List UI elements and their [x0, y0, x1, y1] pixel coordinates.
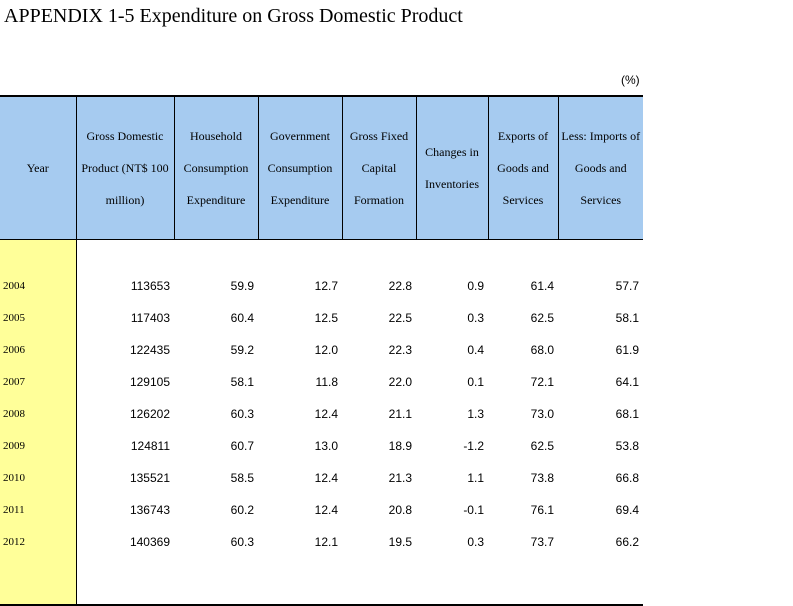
gdp-cell: 135521 — [129, 471, 170, 485]
government-cell: 12.7 — [314, 279, 338, 293]
inventories-cell: 0.9 — [467, 279, 484, 293]
imports-cell: 66.2 — [615, 535, 639, 549]
table-row: 2008 126202 60.3 12.4 21.1 1.3 73.0 68.1 — [0, 398, 643, 430]
fixed-capital-cell: 22.8 — [388, 279, 412, 293]
year-cell: 2011 — [0, 494, 77, 526]
household-cell: 60.3 — [230, 535, 254, 549]
government-cell: 12.0 — [314, 343, 338, 357]
household-cell: 59.9 — [230, 279, 254, 293]
table-end-row — [0, 558, 643, 606]
table-row: 2010 135521 58.5 12.4 21.3 1.1 73.8 66.8 — [0, 462, 643, 494]
exports-cell: 73.7 — [530, 535, 554, 549]
fixed-capital-cell: 18.9 — [388, 439, 412, 453]
exports-cell: 76.1 — [530, 503, 554, 517]
inventories-cell: 0.3 — [467, 311, 484, 325]
fixed-capital-cell: 21.1 — [388, 407, 412, 421]
government-cell: 11.8 — [315, 375, 338, 389]
imports-cell: 64.1 — [615, 375, 639, 389]
government-cell: 12.4 — [314, 471, 338, 485]
exports-cell: 61.4 — [530, 279, 554, 293]
year-cell: 2012 — [0, 526, 77, 558]
government-cell: 12.1 — [314, 535, 338, 549]
page-title: APPENDIX 1-5 Expenditure on Gross Domest… — [4, 5, 463, 27]
table-row: 2006 122435 59.2 12.0 22.3 0.4 68.0 61.9 — [0, 334, 643, 366]
imports-cell: 53.8 — [615, 439, 639, 453]
year-cell: 2005 — [0, 302, 77, 334]
inventories-cell: 0.3 — [467, 535, 484, 549]
header-exports: Exports of Goods and Services — [488, 95, 559, 240]
header-government: Government Consumption Expenditure — [258, 95, 343, 240]
table-row: 2011 136743 60.2 12.4 20.8 -0.1 76.1 69.4 — [0, 494, 643, 526]
spacer-row — [0, 239, 643, 270]
household-cell: 60.4 — [230, 311, 254, 325]
exports-cell: 73.8 — [530, 471, 554, 485]
inventories-cell: 1.1 — [467, 471, 484, 485]
inventories-cell: -1.2 — [463, 439, 484, 453]
gdp-cell: 126202 — [129, 407, 170, 421]
header-year: Year — [0, 95, 77, 240]
household-cell: 60.7 — [230, 439, 254, 453]
table-row: 2012 140369 60.3 12.1 19.5 0.3 73.7 66.2 — [0, 526, 643, 558]
header-imports: Less: Imports of Goods and Services — [558, 95, 643, 240]
gdp-cell: 124811 — [130, 439, 170, 453]
household-cell: 58.1 — [230, 375, 254, 389]
gdp-cell: 113653 — [130, 279, 170, 293]
header-inventories: Changes in Inventories — [416, 95, 489, 240]
imports-cell: 68.1 — [615, 407, 639, 421]
exports-cell: 62.5 — [530, 439, 554, 453]
gdp-cell: 117403 — [130, 311, 170, 325]
government-cell: 12.4 — [314, 407, 338, 421]
year-cell: 2006 — [0, 334, 77, 366]
expenditure-table: Year Gross Domestic Product (NT$ 100 mil… — [0, 95, 643, 606]
government-cell: 13.0 — [314, 439, 338, 453]
fixed-capital-cell: 21.3 — [388, 471, 412, 485]
imports-cell: 61.9 — [615, 343, 639, 357]
exports-cell: 72.1 — [530, 375, 554, 389]
gdp-cell: 136743 — [129, 503, 170, 517]
header-gdp: Gross Domestic Product (NT$ 100 million) — [76, 95, 175, 240]
imports-cell: 57.7 — [615, 279, 639, 293]
exports-cell: 62.5 — [530, 311, 554, 325]
imports-cell: 58.1 — [615, 311, 639, 325]
table-row: 2007 129105 58.1 11.8 22.0 0.1 72.1 64.1 — [0, 366, 643, 398]
household-cell: 59.2 — [230, 343, 254, 357]
table-row: 2004 113653 59.9 12.7 22.8 0.9 61.4 57.7 — [0, 270, 643, 302]
fixed-capital-cell: 22.0 — [388, 375, 412, 389]
header-household: Household Consumption Expenditure — [174, 95, 259, 240]
exports-cell: 73.0 — [530, 407, 554, 421]
government-cell: 12.4 — [314, 503, 338, 517]
government-cell: 12.5 — [314, 311, 338, 325]
year-cell: 2008 — [0, 398, 77, 430]
table-row: 2005 117403 60.4 12.5 22.5 0.3 62.5 58.1 — [0, 302, 643, 334]
unit-label: (%) — [621, 73, 640, 87]
header-fixed-capital: Gross Fixed Capital Formation — [342, 95, 417, 240]
gdp-cell: 122435 — [129, 343, 170, 357]
gdp-cell: 129105 — [129, 375, 170, 389]
header-row: Year Gross Domestic Product (NT$ 100 mil… — [0, 95, 643, 240]
household-cell: 60.3 — [230, 407, 254, 421]
year-cell: 2010 — [0, 462, 77, 494]
imports-cell: 69.4 — [615, 503, 639, 517]
year-cell: 2007 — [0, 366, 77, 398]
fixed-capital-cell: 20.8 — [388, 503, 412, 517]
exports-cell: 68.0 — [530, 343, 554, 357]
household-cell: 58.5 — [230, 471, 254, 485]
household-cell: 60.2 — [230, 503, 254, 517]
gdp-cell: 140369 — [129, 535, 170, 549]
year-cell: 2004 — [0, 270, 77, 302]
imports-cell: 66.8 — [615, 471, 639, 485]
fixed-capital-cell: 22.3 — [388, 343, 412, 357]
fixed-capital-cell: 22.5 — [388, 311, 412, 325]
year-cell: 2009 — [0, 430, 77, 462]
inventories-cell: 1.3 — [467, 407, 484, 421]
inventories-cell: -0.1 — [463, 503, 484, 517]
table-row: 2009 124811 60.7 13.0 18.9 -1.2 62.5 53.8 — [0, 430, 643, 462]
fixed-capital-cell: 19.5 — [388, 535, 412, 549]
inventories-cell: 0.4 — [467, 343, 484, 357]
inventories-cell: 0.1 — [467, 375, 484, 389]
